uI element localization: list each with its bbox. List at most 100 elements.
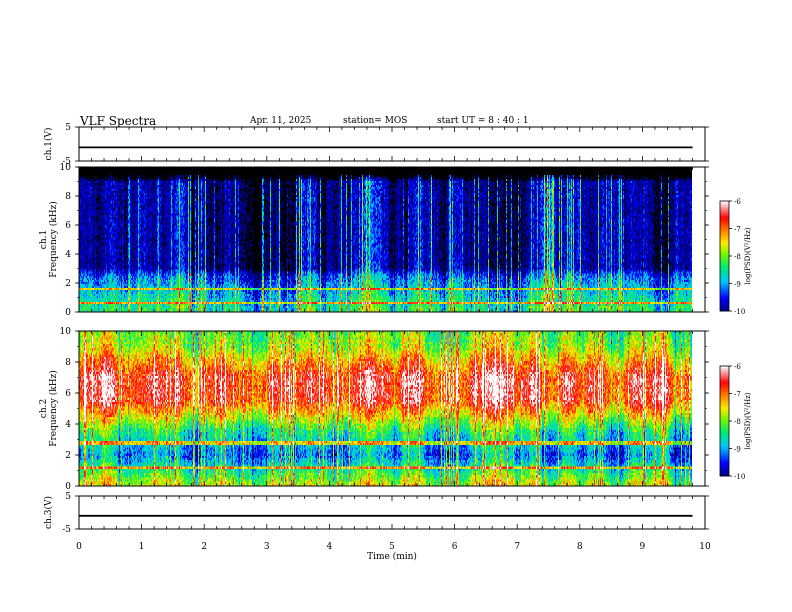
spectrogram-cell (459, 177, 461, 179)
spectrogram-cell (289, 179, 296, 181)
spectrogram-cell (676, 177, 681, 179)
spectrogram-cell (131, 179, 133, 181)
spectrogram-cell (330, 181, 331, 183)
spectrogram-cell (133, 181, 134, 183)
spectrogram-cell (606, 177, 607, 179)
spectrogram-cell (347, 175, 351, 177)
spectrogram-cell (480, 179, 481, 181)
spectrogram-cell (173, 179, 174, 181)
spectrogram-cell (327, 181, 328, 183)
spectrogram-cell (215, 181, 219, 183)
spectrogram-cell (158, 175, 159, 177)
spectrogram-cell (331, 181, 332, 183)
spectrogram-cell (565, 177, 566, 179)
spectrogram-cell (546, 179, 547, 181)
spectrogram-cell (195, 175, 196, 177)
spectrogram-cell (235, 177, 236, 179)
spectrogram-cell (631, 177, 637, 179)
spectrogram-cell (130, 175, 138, 177)
spectrogram-cell (678, 179, 679, 181)
spectrogram-cell (93, 181, 94, 183)
spectrogram-cell (291, 181, 295, 183)
spectrogram-cell (113, 177, 114, 179)
spectrogram-cell (114, 179, 115, 181)
spectrogram-cell (607, 175, 609, 177)
spectrogram-cell (282, 181, 287, 183)
spectrogram-cell (576, 177, 577, 179)
spectrogram-cell (403, 177, 404, 179)
spectrogram-cell (138, 175, 139, 177)
spectrogram-cell (204, 179, 205, 181)
spectrogram-cell (191, 179, 192, 181)
spectrogram-cell (379, 179, 381, 181)
spectrogram-cell (112, 179, 113, 181)
spectrogram-cell (308, 175, 309, 177)
spectrogram-cell (650, 179, 651, 181)
spectrogram-cell (203, 181, 204, 183)
spectrogram-cell (176, 177, 179, 179)
spectrogram-cell (299, 181, 300, 183)
spectrogram-cell (279, 179, 280, 181)
spectrogram-cell (601, 177, 603, 179)
spectrogram-cell (91, 179, 92, 181)
spectrogram-cell (599, 175, 606, 177)
spectrogram-cell (464, 181, 465, 183)
spectrogram-cell (560, 177, 561, 179)
spectrogram-cell (108, 179, 109, 181)
spectrogram-cell (127, 181, 128, 183)
spectrogram-cell (432, 181, 433, 183)
spectrogram-cell (363, 175, 365, 177)
spectrogram-cell (453, 181, 454, 183)
spectrogram-cell (148, 181, 149, 183)
spectrogram-cell (608, 179, 609, 181)
spectrogram-cell (592, 177, 598, 179)
spectrogram-cell (213, 181, 214, 183)
spectrogram-cell (146, 179, 149, 181)
spectrogram-cell (264, 181, 265, 183)
spectrogram-cell (313, 181, 314, 183)
spectrogram-cell (498, 177, 511, 179)
spectrogram-cell (304, 179, 305, 181)
spectrogram-cell (575, 175, 576, 177)
spectrogram-cell (92, 179, 93, 181)
spectrogram-cell (192, 179, 195, 181)
spectrogram-cell (167, 181, 168, 183)
spectrogram-cell (113, 179, 114, 181)
spectrogram-cell (168, 179, 170, 181)
spectrogram-cell (101, 179, 102, 181)
spectrogram-cell (400, 177, 403, 179)
spectrogram-cell (116, 179, 117, 181)
spectrogram-cell (295, 181, 296, 183)
spectrogram-cell (353, 179, 354, 181)
spectrogram-cell (321, 181, 326, 183)
spectrogram-cell (556, 177, 559, 179)
spectrogram-cell (461, 181, 462, 183)
spectrogram-cell (623, 175, 624, 177)
spectrogram-cell (184, 175, 187, 177)
spectrogram-cell (341, 181, 342, 183)
spectrogram-cell (202, 179, 203, 181)
spectrogram-cell (689, 177, 690, 179)
spectrogram-cell (537, 175, 538, 177)
spectrogram-cell (475, 175, 478, 177)
spectrogram-cell (479, 179, 480, 181)
spectrogram-cell (410, 179, 411, 181)
spectrogram-cell (158, 181, 159, 183)
spectrogram-cell (453, 179, 454, 181)
spectrogram-cell (384, 181, 385, 183)
spectrogram-cell (153, 181, 154, 183)
spectrogram-cell (536, 179, 537, 181)
spectrogram-cell (669, 179, 671, 181)
spectrogram-cell (326, 181, 327, 183)
spectrogram-cell (115, 181, 116, 183)
spectrogram-cell (279, 181, 280, 183)
spectrogram-cell (598, 179, 599, 181)
spectrogram-cell (556, 179, 557, 181)
spectrogram-cell (452, 177, 453, 179)
spectrogram-cell (551, 177, 552, 179)
spectrogram-cell (229, 181, 230, 183)
spectrogram-cell (191, 177, 198, 179)
spectrogram-cell (252, 181, 262, 183)
spectrogram-cell (370, 177, 371, 179)
spectrogram-cell (575, 179, 576, 181)
